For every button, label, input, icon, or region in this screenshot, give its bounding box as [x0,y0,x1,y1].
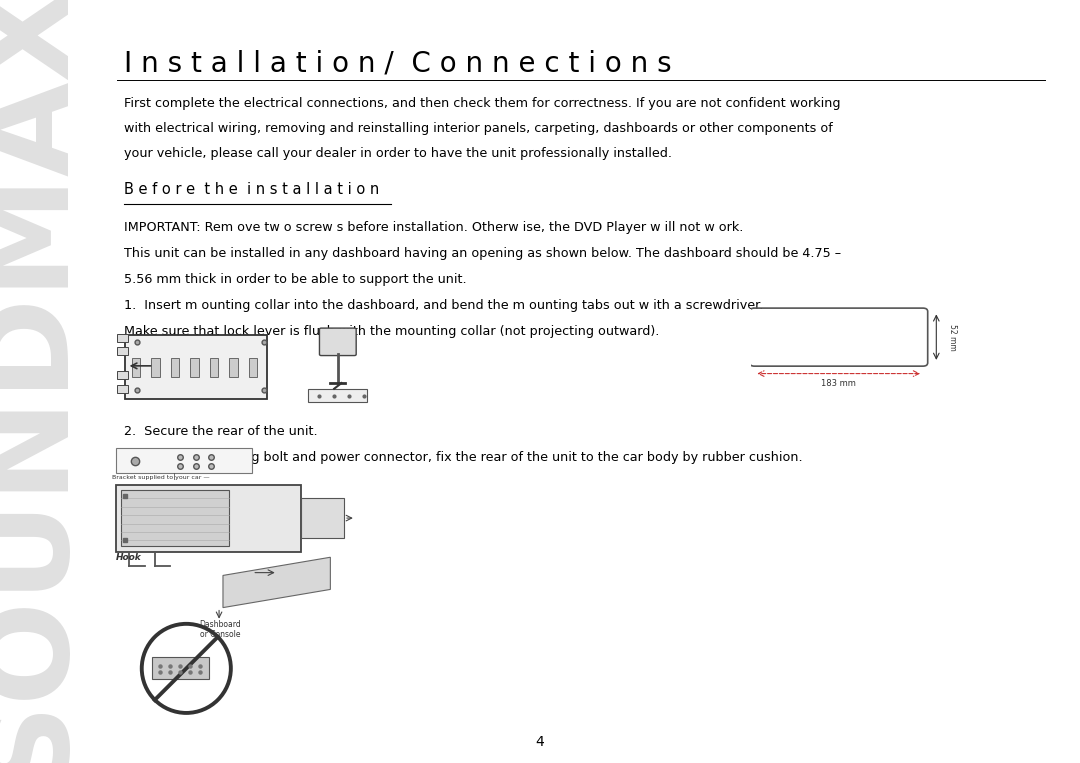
Bar [132,358,140,376]
Bar [151,358,160,376]
Bar [116,448,253,473]
Text: First complete the electrical connections, and then check them for correctness. : First complete the electrical connection… [124,97,840,110]
Bar [309,388,367,403]
Text: with electrical wiring, removing and reinstalling interior panels, carpeting, da: with electrical wiring, removing and rei… [124,122,833,135]
Text: B e f o r e  t h e  i n s t a l l a t i o n: B e f o r e t h e i n s t a l l a t i o … [124,182,379,197]
Text: Hook: Hook [116,553,141,562]
Bar [121,490,229,546]
Text: your vehicle, please call your dealer in order to have the unit professionally i: your vehicle, please call your dealer in… [124,147,672,160]
Text: 5.56 mm thick in order to be able to support the unit.: 5.56 mm thick in order to be able to sup… [124,273,467,286]
Text: Dashboard: Dashboard [200,620,241,629]
Bar [117,347,129,355]
Bar [117,333,129,342]
Bar [229,358,238,376]
Polygon shape [222,557,330,607]
Text: SOUNDMAX: SOUNDMAX [0,0,85,763]
FancyBboxPatch shape [320,328,356,356]
Text: Make sure that lock lever is flush with the mounting collar (not projecting outw: Make sure that lock lever is flush with … [124,325,660,338]
Text: or Console: or Console [200,630,240,639]
Text: 183 mm: 183 mm [821,379,856,388]
Text: Bracket supplied to your car —: Bracket supplied to your car — [111,475,210,480]
Text: 1.  Insert m ounting collar into the dashboard, and bend the m ounting tabs out : 1. Insert m ounting collar into the dash… [124,299,764,312]
Bar [152,658,208,678]
Bar [117,385,129,392]
Text: This unit can be installed in any dashboard having an opening as shown below. Th: This unit can be installed in any dashbo… [124,247,841,260]
Text: 52 mm: 52 mm [948,324,957,350]
Bar [301,498,345,538]
Bar [171,358,179,376]
Bar [248,358,257,376]
Text: IMPORTANT: Rem ove tw o screw s before installation. Otherw ise, the DVD Player : IMPORTANT: Rem ove tw o screw s before i… [124,221,743,234]
Bar [116,485,301,552]
Text: 4: 4 [536,735,544,749]
Text: After fixing mounting bolt and power connector, fix the rear of the unit to the : After fixing mounting bolt and power con… [124,451,802,464]
Bar [117,371,129,379]
Bar [125,335,268,399]
Text: I n s t a l l a t i o n /  C o n n e c t i o n s: I n s t a l l a t i o n / C o n n e c t … [124,50,672,78]
Text: 2.  Secure the rear of the unit.: 2. Secure the rear of the unit. [124,425,318,438]
Bar [190,358,199,376]
Bar [210,358,218,376]
